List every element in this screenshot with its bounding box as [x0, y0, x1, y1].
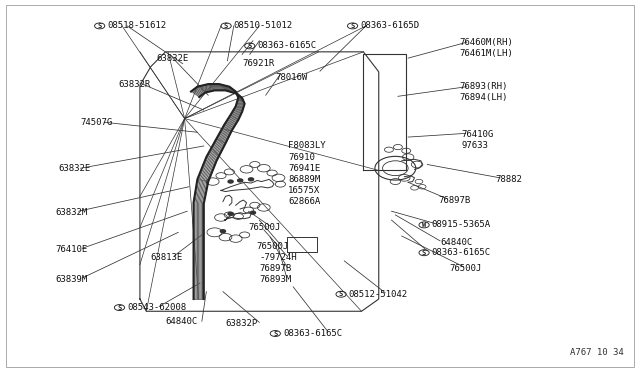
Text: S: S: [97, 23, 102, 29]
Text: S: S: [273, 330, 277, 337]
Text: 08363-6165C: 08363-6165C: [432, 248, 491, 257]
Text: 78882: 78882: [495, 175, 522, 184]
Text: 86889M: 86889M: [288, 175, 320, 184]
Text: 76500J: 76500J: [256, 241, 289, 250]
Text: S: S: [117, 305, 122, 311]
Circle shape: [228, 180, 233, 183]
Text: 78016W: 78016W: [275, 73, 308, 82]
Text: 97633: 97633: [462, 141, 489, 151]
Text: 63832M: 63832M: [55, 208, 87, 217]
Text: 74507G: 74507G: [81, 119, 113, 128]
Text: S: S: [339, 291, 343, 297]
Text: 76893M: 76893M: [259, 275, 292, 284]
Text: 63832E: 63832E: [156, 54, 188, 62]
Text: 08512-51042: 08512-51042: [349, 290, 408, 299]
Text: 08518-51612: 08518-51612: [108, 22, 166, 31]
Text: 76500J: 76500J: [248, 223, 281, 232]
Circle shape: [228, 212, 233, 215]
Text: 08363-6165D: 08363-6165D: [360, 22, 419, 31]
Text: 76897B: 76897B: [438, 196, 470, 205]
Text: -79724H: -79724H: [259, 253, 297, 262]
Text: 76910: 76910: [288, 153, 315, 161]
Text: 76461M(LH): 76461M(LH): [460, 49, 513, 58]
Text: 76894(LH): 76894(LH): [460, 93, 508, 102]
Text: 76500J: 76500J: [449, 264, 481, 273]
Text: 64840C: 64840C: [440, 238, 472, 247]
Text: 64840C: 64840C: [166, 317, 198, 326]
Text: 76410E: 76410E: [55, 245, 87, 254]
Text: 76893(RH): 76893(RH): [460, 82, 508, 91]
Text: 08915-5365A: 08915-5365A: [432, 221, 491, 230]
Text: 08543-62008: 08543-62008: [127, 303, 186, 312]
Text: 76921R: 76921R: [242, 59, 275, 68]
Text: 16575X: 16575X: [288, 186, 320, 195]
Circle shape: [237, 179, 243, 182]
Text: S: S: [224, 23, 228, 29]
Text: 63839M: 63839M: [55, 275, 87, 284]
Text: 08363-6165C: 08363-6165C: [257, 41, 317, 51]
Text: 62866A: 62866A: [288, 197, 320, 206]
Circle shape: [248, 178, 253, 181]
Text: 76460M(RH): 76460M(RH): [460, 38, 513, 47]
Circle shape: [220, 230, 225, 233]
Text: 63832E: 63832E: [58, 164, 90, 173]
Text: F8083LY: F8083LY: [288, 141, 326, 151]
Text: 63832P: 63832P: [225, 319, 258, 328]
Text: 08510-51012: 08510-51012: [234, 22, 293, 31]
Text: 08363-6165C: 08363-6165C: [283, 329, 342, 338]
Text: 76941E: 76941E: [288, 164, 320, 173]
Text: A767 10 34: A767 10 34: [570, 348, 623, 357]
Circle shape: [250, 211, 255, 214]
Text: W: W: [422, 222, 426, 228]
Text: S: S: [422, 250, 426, 256]
Text: 76410G: 76410G: [462, 130, 494, 140]
Text: S: S: [351, 23, 355, 29]
Text: 63832R: 63832R: [119, 80, 151, 89]
Text: S: S: [248, 43, 252, 49]
Text: 76897B: 76897B: [259, 264, 292, 273]
Text: 63813E: 63813E: [151, 253, 183, 262]
